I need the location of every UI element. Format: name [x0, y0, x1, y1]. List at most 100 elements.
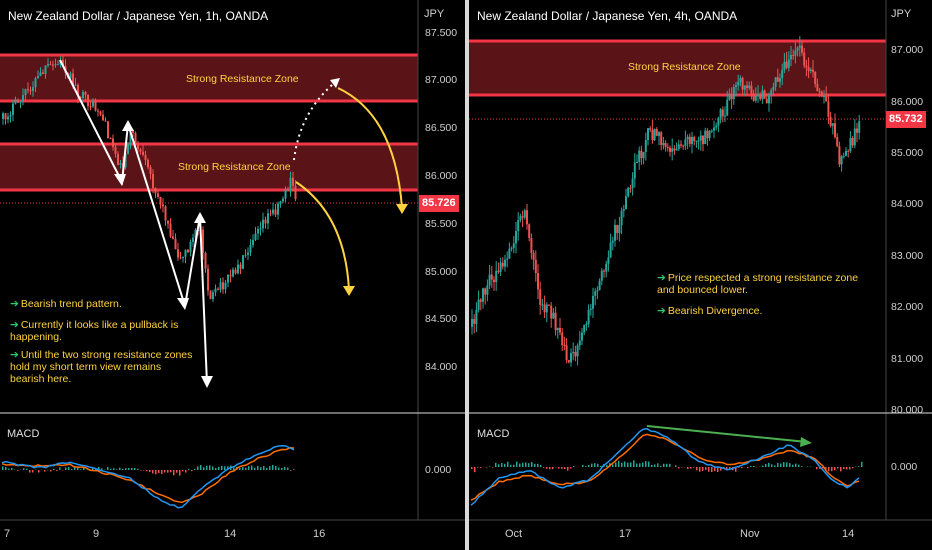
- candle: [84, 91, 87, 102]
- macd-histogram-bar: [131, 468, 133, 470]
- candle: [92, 98, 94, 109]
- macd-histogram-bar: [567, 467, 569, 471]
- candle: [633, 153, 636, 188]
- candle: [14, 96, 17, 105]
- candle: [607, 250, 610, 272]
- candle: [24, 88, 27, 102]
- macd-histogram-bar: [486, 467, 488, 468]
- macd-histogram-bar: [624, 461, 626, 467]
- candle: [798, 36, 801, 57]
- candle: [706, 128, 709, 146]
- macd-histogram-bar: [224, 466, 226, 470]
- candle: [262, 212, 264, 233]
- macd-histogram-bar: [275, 465, 277, 470]
- macd-histogram-bar: [32, 470, 34, 473]
- macd-histogram-bar: [693, 467, 695, 468]
- candle: [664, 140, 667, 152]
- candle: [603, 269, 605, 278]
- macd-histogram-bar: [678, 467, 680, 469]
- candle: [649, 125, 652, 133]
- macd-histogram-bar: [507, 461, 509, 467]
- candle: [152, 169, 154, 194]
- candle: [234, 267, 237, 275]
- bearish-trend-path: [59, 59, 208, 385]
- candle: [759, 92, 762, 101]
- right-chart-panel[interactable]: New Zealand Dollar / Japanese Yen, 4h, O…: [469, 0, 932, 550]
- macd-histogram-bar: [819, 467, 821, 469]
- macd-histogram-bar: [101, 468, 103, 470]
- macd-histogram-bar: [828, 467, 830, 472]
- candle: [776, 68, 779, 82]
- resistance-zone-lower: [0, 144, 418, 190]
- candle: [109, 137, 112, 140]
- candle: [728, 88, 731, 101]
- macd-histogram-bar: [98, 466, 100, 470]
- macd-histogram-bar: [83, 467, 85, 470]
- macd-histogram-bar: [591, 463, 593, 467]
- macd-histogram-bar: [492, 467, 494, 468]
- candle: [252, 234, 254, 248]
- macd-histogram-bar: [215, 468, 217, 470]
- candle: [473, 314, 476, 334]
- candle: [616, 224, 619, 241]
- right-candles: [471, 36, 861, 367]
- macd-histogram-bar: [627, 462, 629, 467]
- macd-histogram-bar: [687, 467, 689, 470]
- candle: [726, 90, 729, 117]
- macd-histogram-bar: [56, 470, 58, 472]
- macd-histogram-bar: [822, 467, 824, 469]
- macd-histogram-bar: [783, 462, 785, 467]
- macd-histogram-bar: [642, 462, 644, 467]
- macd-histogram-bar: [477, 467, 479, 468]
- candle: [147, 158, 149, 170]
- candle: [227, 274, 229, 287]
- candle: [182, 256, 184, 263]
- candle: [721, 106, 724, 123]
- candle: [686, 134, 689, 150]
- macd-histogram-bar: [708, 467, 710, 472]
- left-chart-panel[interactable]: New Zealand Dollar / Japanese Yen, 1h, O…: [0, 0, 465, 550]
- candle: [289, 171, 292, 197]
- candle: [550, 302, 553, 328]
- candle: [719, 108, 722, 124]
- candle: [840, 155, 843, 172]
- candle: [640, 145, 643, 165]
- right-macd: [470, 427, 863, 506]
- candle: [267, 209, 269, 230]
- macd-histogram-bar: [257, 466, 259, 470]
- candle: [34, 76, 37, 93]
- candle: [790, 45, 792, 66]
- candle: [704, 127, 707, 145]
- macd-histogram-bar: [534, 463, 536, 467]
- right-chart-canvas[interactable]: [469, 0, 932, 550]
- candle: [845, 147, 847, 157]
- candle: [142, 144, 144, 157]
- candle: [578, 331, 581, 350]
- left-chart-canvas[interactable]: [0, 0, 465, 550]
- macd-histogram-bar: [525, 462, 527, 467]
- candle: [204, 251, 207, 273]
- candle: [680, 140, 682, 148]
- macd-histogram-bar: [630, 462, 632, 467]
- candle: [785, 51, 788, 70]
- candle: [644, 132, 647, 161]
- right-y-tick: 83.000: [891, 250, 924, 262]
- macd-histogram-bar: [516, 461, 518, 467]
- left-note-1: ➔ Bearish trend pattern.: [10, 298, 122, 310]
- macd-histogram-bar: [50, 470, 52, 472]
- macd-histogram-bar: [227, 466, 229, 470]
- candle: [754, 87, 757, 103]
- macd-histogram-bar: [14, 469, 16, 470]
- candle: [814, 71, 817, 88]
- panel-divider[interactable]: [465, 0, 469, 550]
- macd-histogram-bar: [290, 470, 292, 471]
- macd-histogram-bar: [248, 466, 250, 470]
- macd-histogram-bar: [513, 464, 515, 467]
- left-x-tick: 7: [4, 528, 11, 540]
- candle: [708, 130, 711, 141]
- macd-histogram-bar: [107, 467, 109, 470]
- candle: [587, 304, 590, 328]
- candle: [684, 130, 687, 150]
- macd-histogram-bar: [543, 467, 545, 468]
- candle: [532, 250, 535, 270]
